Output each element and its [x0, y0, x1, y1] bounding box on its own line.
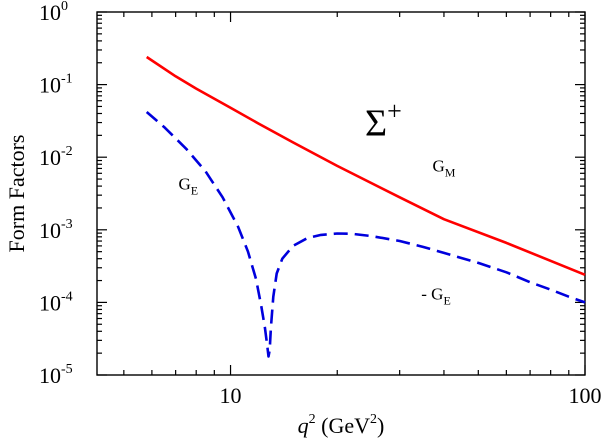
series-line-gm — [145, 55, 586, 277]
series-layer — [145, 55, 586, 358]
y-tick-exponent: -2 — [61, 144, 73, 159]
annotation-subscript: M — [445, 165, 456, 179]
y-tick-label: 10 — [39, 218, 61, 243]
x-axis-unit-close: ) — [377, 413, 384, 438]
annotation-text: G — [178, 174, 190, 193]
y-tick-exponent: 0 — [61, 0, 68, 14]
y-tick-label: 10 — [39, 73, 61, 98]
series-line-ge — [145, 111, 586, 358]
x-axis-var-sup: 2 — [309, 412, 316, 427]
x-tick-label: 100 — [569, 383, 602, 408]
annotation-sigma: Σ+ — [365, 96, 402, 144]
y-axis-title: Form Factors — [4, 135, 29, 253]
annotation-minus-ge: - GE — [421, 284, 451, 307]
y-tick-exponent: -1 — [61, 72, 73, 87]
axis-ticks — [97, 11, 586, 376]
x-axis-unit-open: (GeV — [316, 413, 370, 438]
y-tick-base: 10 — [39, 73, 61, 98]
y-tick-label: 10 — [39, 363, 61, 388]
y-tick-exponent: -4 — [61, 289, 73, 304]
x-tick-label: 10 — [220, 383, 242, 408]
annotation-text: G — [432, 156, 444, 175]
annotation-text: - G — [421, 284, 443, 303]
y-tick-base: 10 — [39, 145, 61, 170]
annotation-text: Σ — [365, 102, 387, 144]
y-tick-base: 10 — [39, 218, 61, 243]
plot-frame — [96, 11, 586, 376]
x-axis-title: q2 (GeV2) — [298, 412, 385, 438]
y-tick-label: 10 — [39, 290, 61, 315]
y-tick-label: 10 — [39, 145, 61, 170]
annotation-subscript: E — [191, 183, 198, 197]
x-axis-var: q — [298, 413, 309, 438]
annotation-subscript: E — [443, 293, 450, 307]
y-tick-exponent: -3 — [61, 217, 73, 232]
annotation-ge: GE — [178, 174, 198, 197]
y-tick-exponent: -5 — [61, 362, 73, 377]
y-tick-base: 10 — [39, 0, 61, 25]
y-tick-base: 10 — [39, 363, 61, 388]
y-tick-base: 10 — [39, 290, 61, 315]
annotation-superscript: + — [387, 96, 402, 125]
annotation-gm: GM — [432, 156, 455, 179]
x-axis-unit-sup: 2 — [370, 412, 377, 427]
y-tick-label: 10 — [39, 0, 61, 25]
